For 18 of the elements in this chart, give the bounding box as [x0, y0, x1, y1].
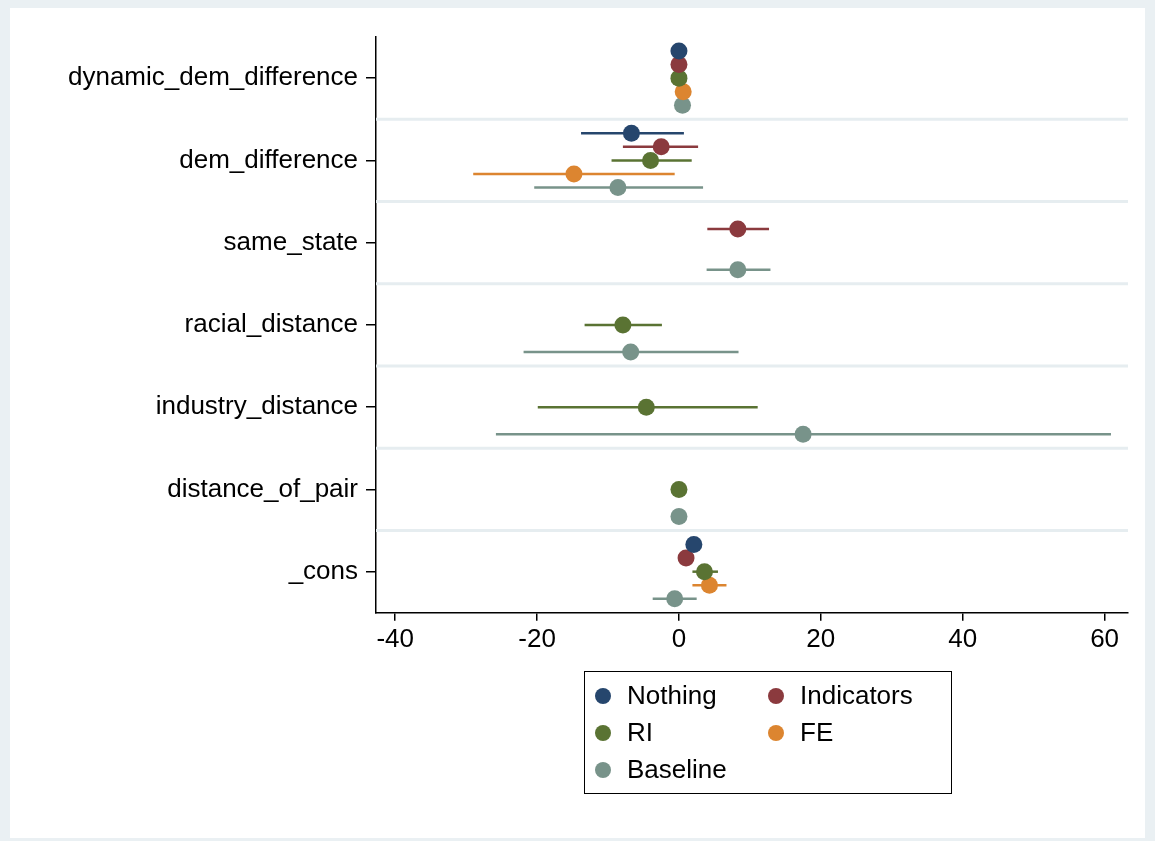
x-tick-label: 0 — [671, 622, 687, 653]
y-tick-label: same_state — [223, 225, 359, 256]
legend-label: Nothing — [627, 680, 717, 711]
legend-label: Indicators — [800, 680, 913, 711]
legend-label: Baseline — [627, 754, 727, 785]
y-tick-label: industry_distance — [155, 390, 359, 421]
legend-label: RI — [627, 717, 653, 748]
x-tick-label: 20 — [806, 622, 836, 653]
y-tick-label: racial_distance — [184, 308, 359, 339]
x-tick-label: 40 — [948, 622, 978, 653]
y-tick-label: dem_difference — [179, 143, 359, 174]
x-tick-label: -20 — [518, 622, 556, 653]
y-tick-label: dynamic_dem_difference — [67, 61, 359, 92]
x-tick-label: 60 — [1090, 622, 1120, 653]
legend-label: FE — [800, 717, 834, 748]
x-tick-label: -40 — [376, 622, 414, 653]
y-tick-label: distance_of_pair — [167, 472, 359, 503]
y-tick-label: _cons — [287, 554, 359, 585]
